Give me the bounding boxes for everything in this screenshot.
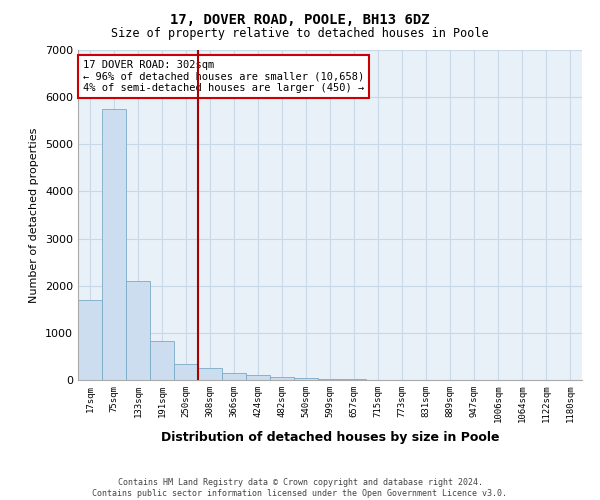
Text: Contains HM Land Registry data © Crown copyright and database right 2024.
Contai: Contains HM Land Registry data © Crown c…: [92, 478, 508, 498]
Text: 17, DOVER ROAD, POOLE, BH13 6DZ: 17, DOVER ROAD, POOLE, BH13 6DZ: [170, 12, 430, 26]
Y-axis label: Number of detached properties: Number of detached properties: [29, 128, 40, 302]
X-axis label: Distribution of detached houses by size in Poole: Distribution of detached houses by size …: [161, 431, 499, 444]
Bar: [246, 375, 270, 380]
Bar: [78, 300, 102, 380]
Bar: [318, 379, 342, 380]
Bar: [102, 109, 126, 380]
Bar: [222, 372, 246, 380]
Bar: [126, 281, 150, 380]
Text: 17 DOVER ROAD: 302sqm
← 96% of detached houses are smaller (10,658)
4% of semi-d: 17 DOVER ROAD: 302sqm ← 96% of detached …: [83, 60, 364, 93]
Bar: [174, 364, 198, 380]
Bar: [270, 378, 294, 380]
Bar: [150, 342, 174, 380]
Bar: [294, 378, 318, 380]
Text: Size of property relative to detached houses in Poole: Size of property relative to detached ho…: [111, 28, 489, 40]
Bar: [198, 368, 222, 380]
